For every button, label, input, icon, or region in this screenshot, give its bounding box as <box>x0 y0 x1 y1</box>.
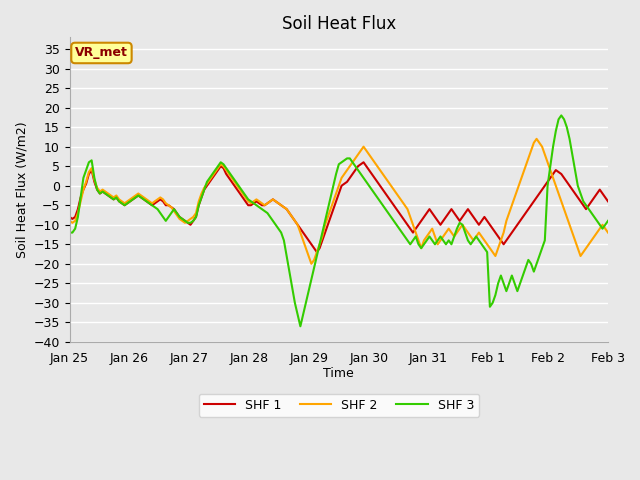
SHF 1 <box>159 198 167 204</box>
SHF 2 <box>307 261 315 267</box>
Text: VR_met: VR_met <box>75 47 128 60</box>
SHF 3 <box>159 214 167 220</box>
SHF 3 <box>555 117 563 122</box>
SHF 1 <box>313 249 321 255</box>
Line: SHF 2: SHF 2 <box>70 139 608 264</box>
SHF 1 <box>77 194 84 200</box>
SHF 3 <box>451 234 458 240</box>
SHF 1 <box>360 159 367 165</box>
SHF 3 <box>77 194 84 200</box>
SHF 2 <box>66 218 74 224</box>
SHF 1 <box>83 181 90 187</box>
SHF 3 <box>66 230 74 236</box>
SHF 1 <box>557 171 565 177</box>
SHF 1 <box>453 214 461 220</box>
SHF 2 <box>532 136 540 142</box>
SHF 2 <box>77 198 84 204</box>
SHF 2 <box>557 198 565 204</box>
X-axis label: Time: Time <box>323 367 354 381</box>
Line: SHF 3: SHF 3 <box>70 115 608 326</box>
Line: SHF 1: SHF 1 <box>70 162 608 252</box>
SHF 3 <box>296 324 304 329</box>
SHF 2 <box>181 220 189 226</box>
Legend: SHF 1, SHF 2, SHF 3: SHF 1, SHF 2, SHF 3 <box>198 394 479 417</box>
SHF 1 <box>181 218 189 224</box>
SHF 2 <box>604 230 612 236</box>
Y-axis label: Soil Heat Flux (W/m2): Soil Heat Flux (W/m2) <box>15 121 28 258</box>
SHF 1 <box>66 214 74 220</box>
SHF 2 <box>451 234 458 240</box>
SHF 2 <box>159 196 167 202</box>
SHF 1 <box>604 198 612 204</box>
SHF 2 <box>83 179 90 185</box>
SHF 3 <box>557 112 565 118</box>
SHF 3 <box>83 167 90 173</box>
SHF 3 <box>181 218 189 224</box>
Title: Soil Heat Flux: Soil Heat Flux <box>282 15 396 33</box>
SHF 3 <box>604 218 612 224</box>
